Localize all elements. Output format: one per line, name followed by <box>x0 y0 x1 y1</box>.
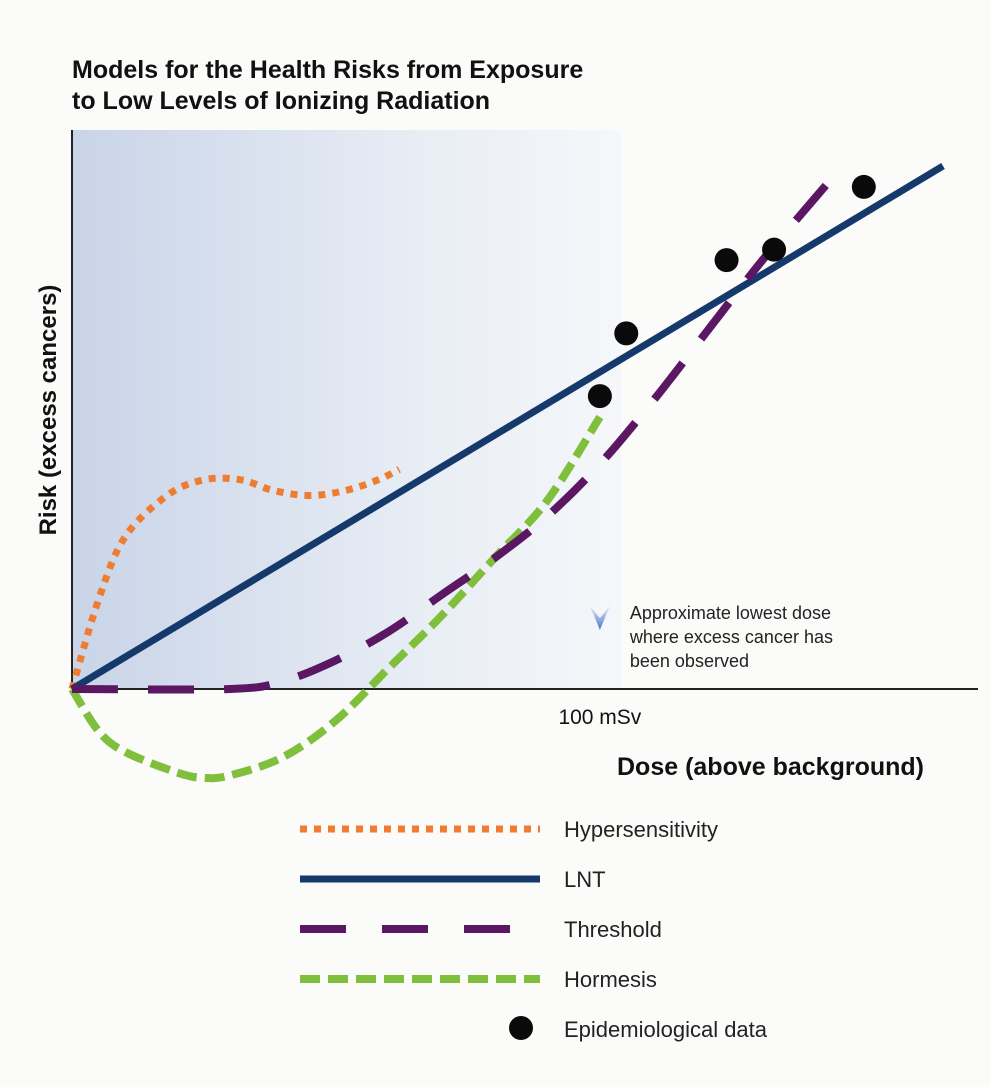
x-axis-label: Dose (above background) <box>617 753 924 781</box>
legend-label-hypersensitivity: Hypersensitivity <box>564 817 718 842</box>
x-tick-labels: 100 mSv <box>558 706 641 729</box>
legend-label-epidemiological-data: Epidemiological data <box>564 1017 768 1042</box>
annotation-line-1: Approximate lowest dose <box>630 603 831 623</box>
legend: Hypersensitivity LNT Threshold Hormesis Epid… <box>300 817 768 1042</box>
epidemiological-points <box>587 174 876 409</box>
plot-background-shading <box>72 130 621 689</box>
y-axis-label: Risk (excess cancers) <box>35 285 62 536</box>
epidemiological-point-2 <box>614 321 639 346</box>
lnt-line <box>70 162 945 693</box>
legend-label-lnt: LNT <box>564 867 606 892</box>
annotation-line-3: been observed <box>630 651 749 671</box>
series-layer <box>68 162 945 783</box>
epidemiological-point-4 <box>762 237 787 262</box>
legend-swatch-epidemiological-data <box>509 1016 533 1040</box>
legend-label-threshold: Threshold <box>564 917 662 942</box>
legend-label-hormesis: Hormesis <box>564 967 657 992</box>
epidemiological-point-3 <box>714 248 739 273</box>
epidemiological-point-5 <box>851 174 876 199</box>
down-arrow-icon <box>589 606 610 630</box>
epidemiological-point-1 <box>587 384 612 409</box>
chart-title-line-1: Models for the Health Risks from Exposur… <box>72 56 583 84</box>
annotation-line-2: where excess cancer has <box>629 627 833 647</box>
hypersensitivity-line <box>68 466 401 690</box>
chart-title-line-2: to Low Levels of Ionizing Radiation <box>72 87 490 115</box>
x-tick-label-0: 100 mSv <box>558 706 641 729</box>
threshold-line <box>71 163 846 694</box>
chart-title: Models for the Health Risks from Exposur… <box>72 56 583 115</box>
lowest-dose-annotation: Approximate lowest dose where excess canc… <box>589 603 833 671</box>
